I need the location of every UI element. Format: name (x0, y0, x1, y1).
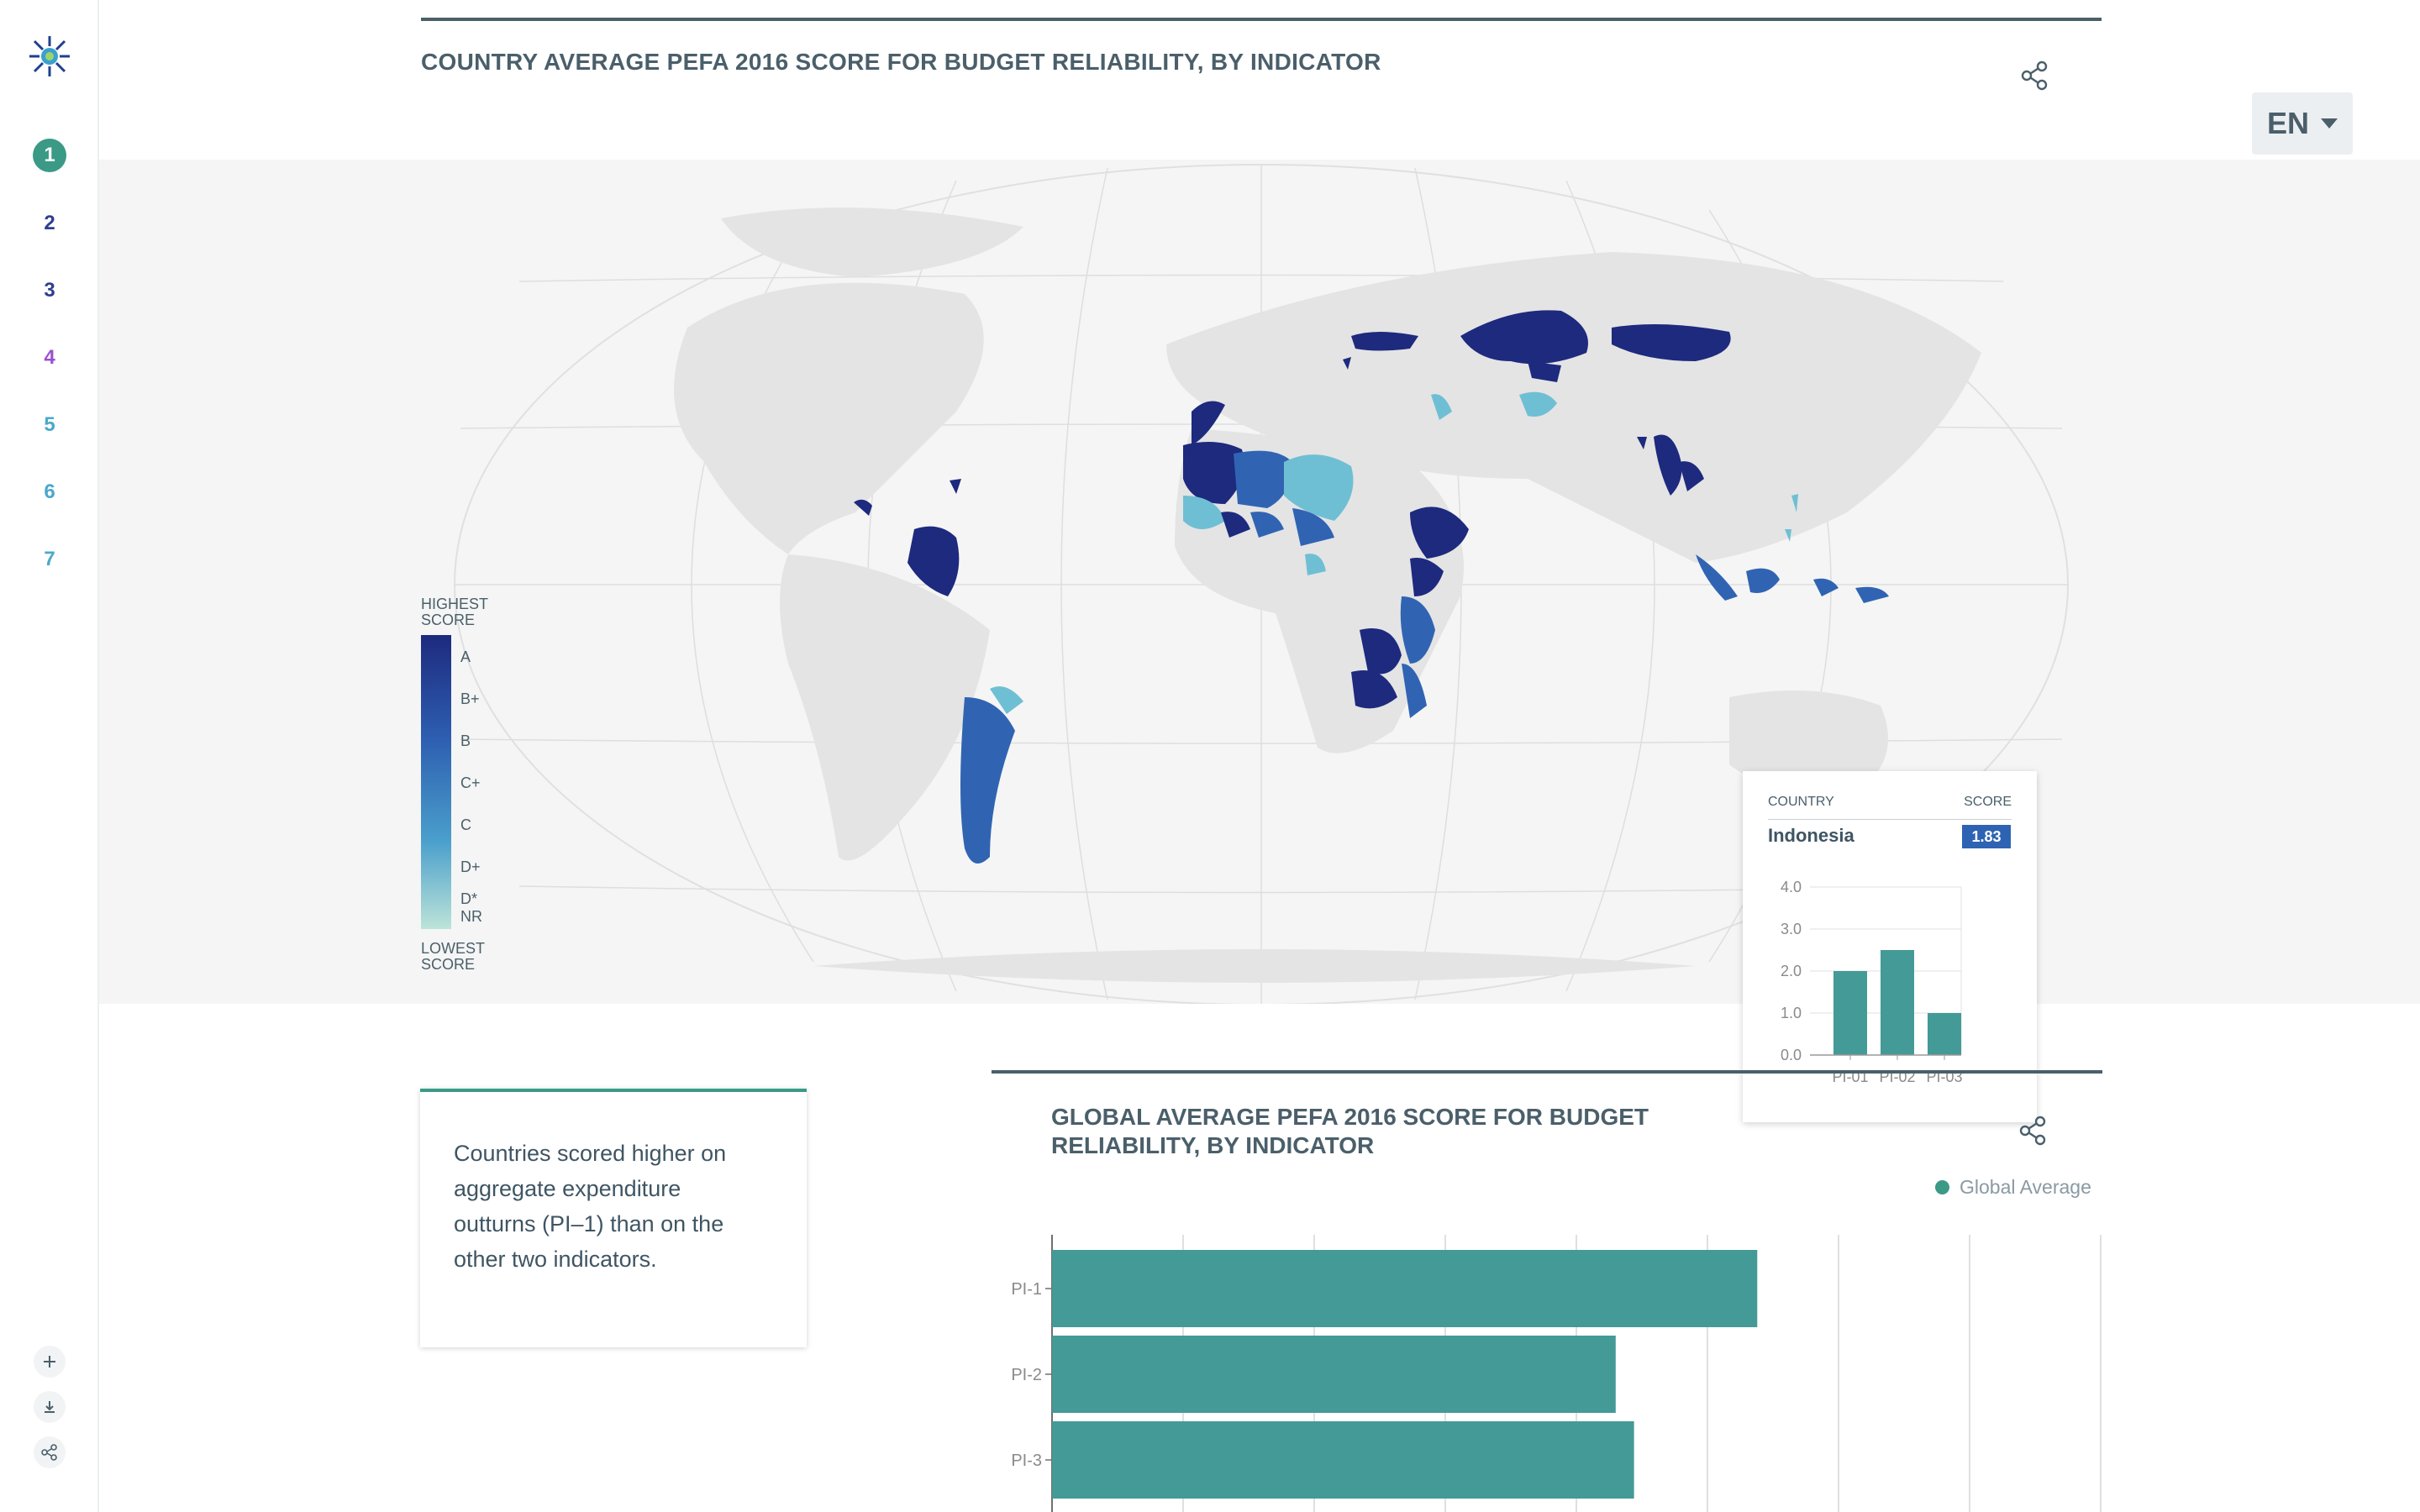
legend-label: B+ (460, 690, 480, 707)
legend-label: D* (460, 890, 478, 907)
share-icon (2021, 60, 2048, 91)
nav-item-6[interactable]: 6 (44, 480, 55, 503)
section-divider (421, 18, 2102, 21)
nav-item-4[interactable]: 4 (44, 346, 55, 369)
legend-label: D+ (460, 858, 481, 875)
commentary-line: outturns (PI–1) than on the (454, 1211, 724, 1236)
legend-color-scale (421, 635, 451, 929)
nav-item-1[interactable]: 1 (0, 139, 99, 172)
nav-item-label: 1 (33, 139, 66, 172)
language-label: EN (2266, 106, 2309, 140)
legend-dot (1935, 1180, 1949, 1194)
legend-label: NR (460, 908, 482, 925)
bar (1052, 1336, 1616, 1413)
expand-button[interactable] (34, 1346, 66, 1378)
download-button[interactable] (34, 1391, 66, 1423)
language-selector[interactable]: EN (2252, 92, 2353, 155)
commentary-line: other two indicators. (454, 1247, 657, 1272)
chart-share-button[interactable] (2017, 1114, 2050, 1147)
legend-label: B (460, 732, 471, 749)
y-tick-label: 4.0 (1781, 879, 1802, 895)
global-chart-legend[interactable]: Global Average (1935, 1176, 2091, 1199)
tooltip-divider (1768, 819, 2012, 820)
legend-highest-line: HIGHEST (421, 596, 489, 612)
map-title: COUNTRY AVERAGE PEFA 2016 SCORE FOR BUDG… (421, 49, 1381, 75)
world-map-panel: COUNTRY SCORE Indonesia 1.83 0.0 1.0 2.0 3.… (99, 160, 2420, 1122)
bar (1881, 950, 1914, 1055)
tooltip-score-header: SCORE (1964, 795, 2012, 809)
commentary-card: Countries scored higher on aggregate exp… (420, 1089, 807, 1347)
bar (1052, 1421, 1634, 1499)
tooltip-country-header: COUNTRY (1768, 795, 1834, 809)
land-masses (674, 207, 1981, 983)
legend-lowest-line: SCORE (421, 956, 476, 973)
nav-item-7[interactable]: 7 (44, 548, 55, 570)
legend-label: C (460, 816, 471, 833)
world-map (454, 164, 2069, 1004)
caret-down-icon (2321, 118, 2338, 129)
plus-icon (44, 1356, 55, 1368)
legend-label: Global Average (1960, 1176, 2091, 1198)
tooltip-score-badge: 1.83 (1962, 825, 2011, 848)
nav-item-5[interactable]: 5 (44, 413, 55, 436)
tooltip-country-name: Indonesia (1768, 825, 1854, 846)
commentary-text: Countries scored higher on aggregate exp… (454, 1136, 790, 1277)
y-tick-label: 3.0 (1781, 921, 1802, 937)
y-tick-label: PI-1 (1011, 1280, 1042, 1299)
commentary-line: aggregate expenditure (454, 1176, 681, 1201)
pefa-logo[interactable] (27, 34, 72, 79)
y-tick-label: PI-2 (1011, 1366, 1042, 1384)
share-icon (41, 1444, 57, 1461)
nav-item-2[interactable]: 2 (44, 212, 55, 234)
global-chart-title-line: GLOBAL AVERAGE PEFA 2016 SCORE FOR BUDGE… (1051, 1104, 1649, 1130)
tooltip-bar-chart: 0.01.02.03.04.0PI-01 PI-02 PI-03 (1781, 879, 1963, 1085)
y-tick-label: 2.0 (1781, 963, 1802, 979)
share-page-button[interactable] (34, 1436, 66, 1468)
legend-lowest: LOWEST SCORE (421, 941, 485, 973)
bar (1052, 1250, 1758, 1327)
sidebar: 1 2 3 4 5 6 7 (0, 0, 99, 1512)
bar (1928, 1013, 1961, 1055)
legend-label: A (460, 648, 471, 665)
scored-countries (854, 310, 1889, 864)
y-tick-label: 0.0 (1781, 1047, 1802, 1063)
legend-highest-line: SCORE (421, 612, 476, 628)
legend-label: C+ (460, 774, 481, 791)
download-icon (45, 1401, 55, 1413)
global-bar-chart: PI-1 PI-2 PI-3 (1011, 1235, 2102, 1512)
y-tick-label: PI-3 (1011, 1452, 1042, 1470)
legend-highest: HIGHEST SCORE (421, 596, 488, 628)
map-share-button[interactable] (2018, 59, 2052, 92)
share-icon (2019, 1116, 2046, 1146)
y-tick-label: 1.0 (1781, 1005, 1802, 1021)
chart-divider (992, 1070, 2102, 1074)
nav-item-3[interactable]: 3 (44, 279, 55, 302)
bar (1833, 971, 1867, 1055)
global-chart-title: GLOBAL AVERAGE PEFA 2016 SCORE FOR BUDGE… (1051, 1103, 1723, 1160)
global-chart-title-line: RELIABILITY, BY INDICATOR (1051, 1132, 1375, 1158)
commentary-line: Countries scored higher on (454, 1141, 727, 1166)
legend-lowest-line: LOWEST (421, 940, 486, 957)
